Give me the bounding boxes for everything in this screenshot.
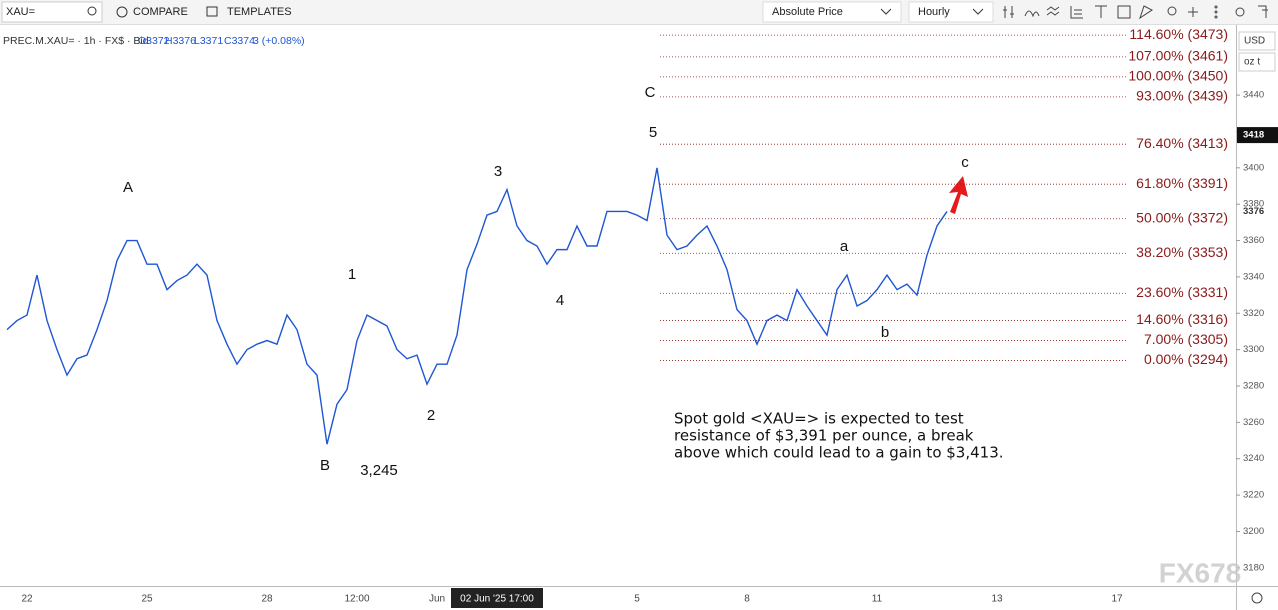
interval-select[interactable] — [908, 1, 994, 23]
currency-text: USD — [1244, 36, 1265, 47]
crosshair-box — [451, 588, 543, 608]
compare-icon — [116, 6, 128, 18]
fib-label: 38.20% (3353) — [1136, 244, 1228, 260]
y-tick-label: 3440 — [1243, 90, 1264, 101]
x-tick-label: 8 — [744, 594, 750, 605]
y-tick-label: 3340 — [1243, 271, 1264, 282]
price-label: 3376 — [1243, 206, 1264, 217]
wave-label: A — [123, 179, 133, 196]
ohlc-value: 3 (+0.08%) — [253, 35, 305, 47]
x-tick-label: 11 — [872, 594, 883, 605]
wave-label: a — [840, 238, 849, 255]
unit-text: oz t — [1244, 57, 1260, 68]
x-tick-label: 13 — [991, 594, 1003, 605]
y-tick-label: 3180 — [1243, 562, 1264, 573]
fib-label: 0.00% (3294) — [1144, 351, 1228, 367]
fib-label: 93.00% (3439) — [1136, 88, 1228, 104]
price-mode-text: Absolute Price — [772, 6, 843, 18]
x-tick-label: 28 — [261, 594, 273, 605]
wave-label: 4 — [556, 292, 564, 309]
price-label: 3418 — [1243, 130, 1264, 141]
dropdown-icon — [972, 8, 984, 15]
wave-label: 3 — [494, 163, 502, 180]
note-line: Spot gold <XAU=> is expected to test — [674, 410, 964, 428]
x-tick-label: Jun — [429, 594, 445, 605]
y-tick-label: 3380 — [1243, 199, 1264, 210]
price-label-box — [1237, 127, 1278, 144]
wave-label: c — [961, 154, 969, 171]
search-icon[interactable] — [87, 6, 97, 16]
watermark: FX678 — [1159, 557, 1242, 588]
low-annotation: 3,245 — [360, 462, 398, 479]
x-tick-label: 17 — [1111, 594, 1123, 605]
compare-text: COMPARE — [133, 6, 188, 18]
fib-label: 100.00% (3450) — [1128, 68, 1228, 84]
ohlc-value: O3372 — [138, 35, 170, 47]
wave-label: 2 — [427, 407, 435, 424]
templates-text: TEMPLATES — [227, 6, 292, 18]
interval-text: Hourly — [918, 6, 950, 18]
y-tick-label: 3260 — [1243, 417, 1264, 428]
y-tick-label: 3360 — [1243, 235, 1264, 246]
wave-label: 5 — [649, 124, 657, 141]
settings-icon[interactable] — [1251, 592, 1263, 604]
y-tick-label: 3300 — [1243, 344, 1264, 355]
wave-label: B — [320, 457, 330, 474]
price-mode-select[interactable] — [762, 1, 902, 23]
price-line — [6, 167, 948, 445]
note-line: above which could lead to a gain to $3,4… — [674, 444, 1004, 462]
ohlc-value: L3371 — [194, 35, 223, 47]
compare-button[interactable] — [106, 2, 192, 22]
fib-label: 14.60% (3316) — [1136, 311, 1228, 327]
symbol-input[interactable] — [1, 1, 103, 23]
templates-icon — [206, 6, 218, 17]
fib-label: 50.00% (3372) — [1136, 209, 1228, 225]
fib-label: 107.00% (3461) — [1128, 48, 1228, 64]
symbol-text: XAU= — [6, 6, 35, 18]
ohlc-value: C3374 — [224, 35, 255, 47]
x-tick-label: 12:00 — [344, 594, 369, 605]
y-tick-label: 3280 — [1243, 381, 1264, 392]
fib-label: 23.60% (3331) — [1136, 284, 1228, 300]
fib-label: 7.00% (3305) — [1144, 331, 1228, 347]
tool-icons[interactable] — [1003, 5, 1268, 20]
unit-select[interactable] — [1238, 52, 1276, 72]
fib-label: 114.60% (3473) — [1129, 26, 1228, 42]
x-tick-label: 5 — [634, 594, 640, 605]
instrument-info: PREC.M.XAU= · 1h · FX$ · Bid — [3, 35, 149, 47]
wave-label: C — [645, 84, 656, 101]
x-tick-label: 22 — [21, 594, 33, 605]
note-line: resistance of $3,391 per ounce, a break — [674, 427, 974, 445]
templates-button[interactable] — [198, 2, 294, 22]
y-tick-label: 3320 — [1243, 308, 1264, 319]
y-tick-label: 3200 — [1243, 526, 1264, 537]
x-tick-label: 25 — [141, 594, 153, 605]
wave-label: 1 — [348, 266, 356, 283]
ohlc-value: H3376 — [165, 35, 196, 47]
y-tick-label: 3400 — [1243, 162, 1264, 173]
currency-select[interactable] — [1238, 31, 1276, 51]
crosshair-label: 02 Jun '25 17:00 — [460, 594, 534, 605]
dropdown-icon — [880, 8, 892, 15]
fib-label: 76.40% (3413) — [1136, 135, 1228, 151]
up-arrow — [949, 176, 968, 214]
fib-label: 61.80% (3391) — [1136, 175, 1228, 191]
wave-label: b — [881, 324, 889, 341]
y-tick-label: 3220 — [1243, 490, 1264, 501]
y-tick-label: 3240 — [1243, 453, 1264, 464]
